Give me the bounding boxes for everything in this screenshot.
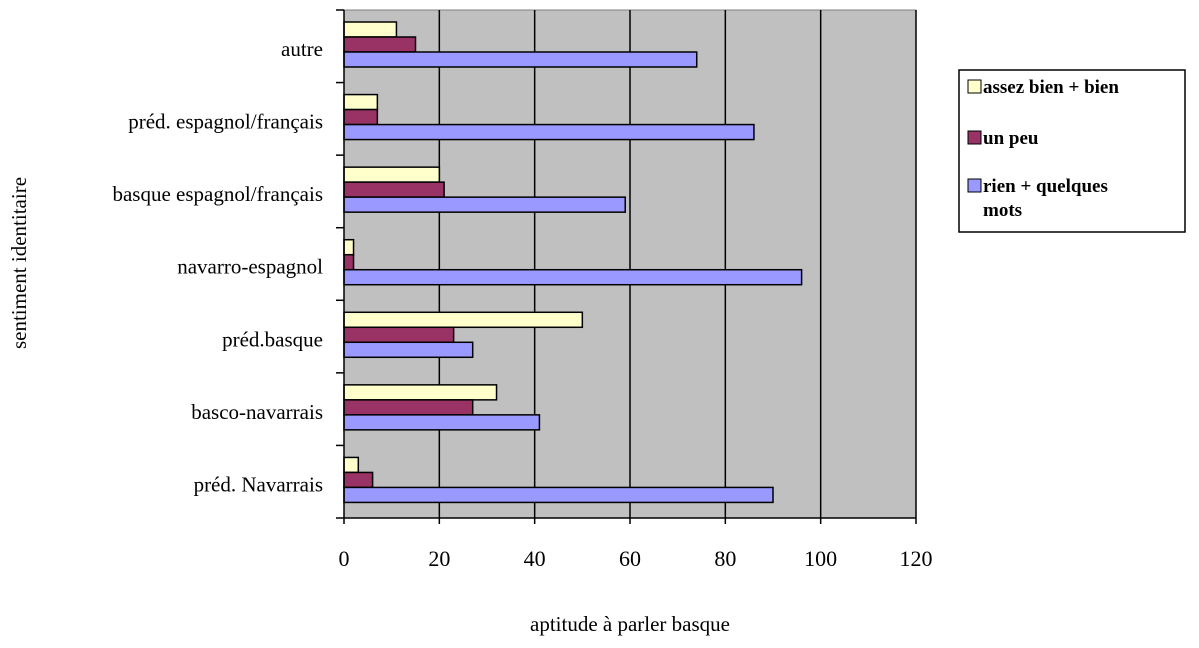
x-axis-ticks: [343, 518, 917, 524]
bar: [343, 486, 774, 504]
x-tick-label: 0: [339, 546, 350, 571]
bars: [343, 21, 803, 504]
category-labels: autre préd. espagnol/français basque espag…: [112, 37, 323, 496]
y-axis-ticks: [336, 9, 344, 519]
bar: [343, 93, 379, 111]
bar: [343, 123, 755, 141]
legend-label-0: assez bien + bien: [983, 77, 1119, 98]
bar: [343, 51, 698, 68]
bar: [343, 238, 355, 256]
x-tick-label: 60: [619, 546, 641, 571]
legend-swatch-2: [967, 178, 982, 193]
bar: [343, 384, 498, 401]
bar: [343, 166, 441, 183]
category-label: autre: [281, 37, 323, 61]
bar: [343, 414, 541, 431]
legend-swatch-0: [967, 79, 982, 94]
category-label: préd. espagnol/français: [128, 110, 323, 134]
bar: [343, 311, 584, 329]
bar: [343, 341, 474, 359]
legend-box: [958, 69, 1186, 233]
x-tick-label: 100: [804, 546, 837, 571]
legend: assez bien + bien un peu rien + quelques…: [958, 69, 1186, 233]
x-tick-label: 80: [714, 546, 736, 571]
bar: [343, 36, 417, 53]
bar: [343, 456, 360, 474]
bar: [343, 108, 379, 126]
category-label: basco-navarrais: [191, 400, 323, 424]
bar: [343, 196, 626, 213]
x-tick-label: 40: [524, 546, 546, 571]
bar: [343, 21, 398, 38]
category-label: navarro-espagnol: [177, 255, 323, 279]
bar: [343, 181, 445, 198]
bar: [343, 471, 374, 489]
x-tick-label: 120: [900, 546, 933, 571]
x-tick-labels: 0 20 40 60 80 100 120: [339, 546, 933, 571]
bar: [343, 253, 355, 271]
gridlines: [438, 10, 917, 518]
category-label: préd.basque: [222, 327, 323, 351]
bar: [343, 268, 803, 286]
bar: [343, 399, 474, 416]
legend-label-2: rien + quelques mots: [983, 176, 1113, 221]
bar: [343, 326, 455, 344]
legend-label-1: un peu: [983, 128, 1039, 149]
x-tick-label: 20: [428, 546, 450, 571]
x-axis-title: aptitude à parler basque: [530, 612, 730, 636]
legend-swatch-1: [967, 130, 982, 145]
y-axis-title: sentiment identitaire: [7, 177, 31, 349]
category-label: préd. Navarrais: [194, 472, 323, 496]
category-label: basque espagnol/français: [112, 182, 323, 206]
